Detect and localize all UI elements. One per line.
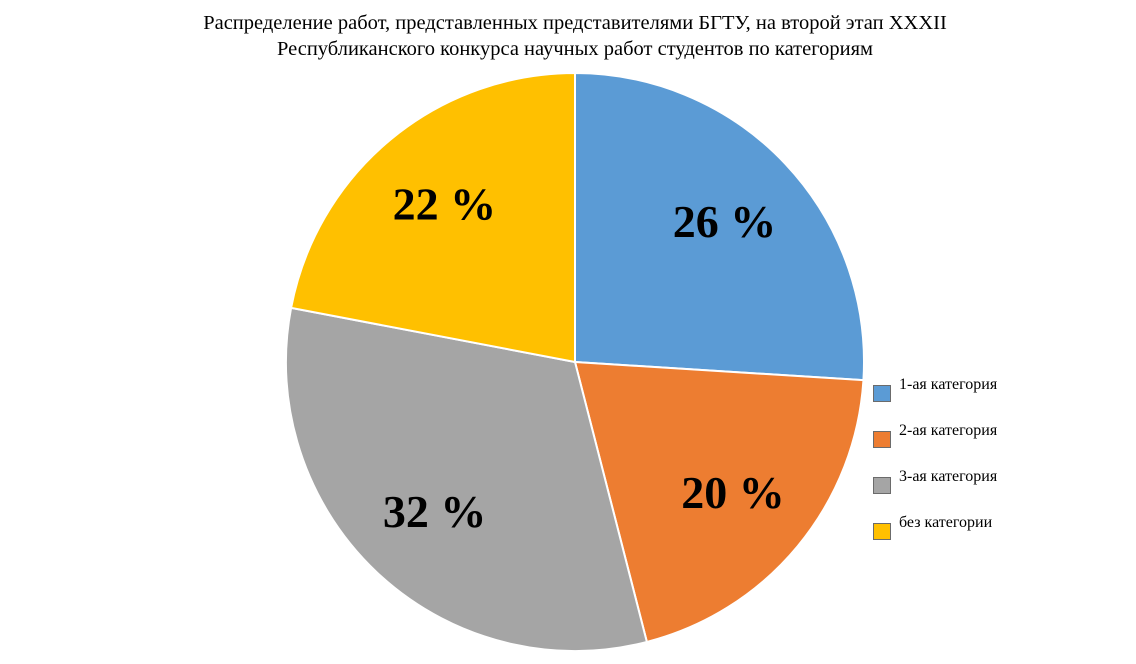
- legend-swatch-2: [873, 431, 891, 448]
- chart-title-line-2: Республиканского конкурса научных работ …: [277, 38, 873, 60]
- legend-swatch-1: [873, 385, 891, 402]
- slice-label-3: 32 %: [383, 486, 487, 537]
- slice-label-1: 26 %: [673, 196, 777, 247]
- pie-slice-4: [289, 71, 576, 364]
- pie-slice-3: [285, 306, 649, 652]
- legend-label-4: без категории: [899, 514, 993, 531]
- pie-slices: [285, 71, 865, 652]
- chart-title: Распределение работ, представленных пред…: [0, 10, 1136, 62]
- legend-label-2: 2-ая категория: [899, 422, 998, 439]
- pie-slice-2: [573, 360, 865, 644]
- slice-label-4: 22 %: [393, 179, 497, 230]
- legend-swatch-4: [873, 523, 891, 540]
- legend-label-1: 1-ая категория: [899, 376, 998, 393]
- slice-label-2: 20 %: [681, 467, 785, 518]
- chart-title-line-1: Распределение работ, представленных пред…: [203, 12, 947, 34]
- legend-label-3: 3-ая категория: [899, 468, 998, 485]
- pie-slice-1: [574, 71, 865, 382]
- pie-slice-labels: 26 % 20 % 32 % 22 %: [383, 179, 785, 537]
- legend-swatch-3: [873, 477, 891, 494]
